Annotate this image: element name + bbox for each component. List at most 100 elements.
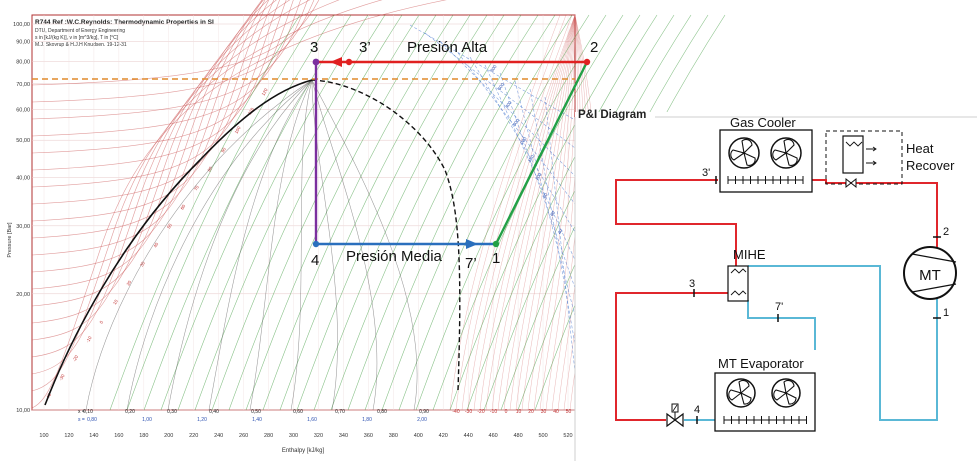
isotherm-vapor-curve — [521, 14, 576, 411]
x-tick-label: 140 — [89, 433, 98, 439]
isotherm-vapor-curve — [479, 14, 576, 411]
quality-line — [126, 79, 313, 411]
x-tick-label: 200 — [164, 433, 173, 439]
ph-isochores: 800600400300200150100806040 — [409, 24, 576, 373]
isotherm-curve — [31, 0, 270, 222]
isentrope-line — [466, 14, 658, 411]
temperature-tick-label: 30 — [541, 409, 547, 415]
mt-compressor-line-top — [911, 253, 957, 263]
pipe-gascooler-to-hr — [812, 179, 850, 184]
temperature-tick-label: 0 — [505, 409, 508, 415]
x-tick-label: 240 — [214, 433, 223, 439]
point-label-7prime: 7’ — [465, 255, 477, 272]
evaporator-fan-left-icon — [726, 378, 756, 408]
isotherm-vapor-curve — [491, 14, 576, 411]
heat-recover-arrows-icon — [866, 146, 877, 166]
isotherm-label: -10 — [85, 335, 93, 344]
x-tick-label: 340 — [339, 433, 348, 439]
evaporator-fan-right-icon — [771, 378, 801, 408]
isentrope-line — [364, 14, 556, 411]
ph-chart: R744 Ref :W.C.Reynolds: Thermodynamic Pr… — [7, 0, 726, 454]
isochore-line — [454, 48, 576, 205]
isotherm-label: 20 — [126, 279, 133, 286]
isotherm-vapor-curve — [473, 14, 576, 411]
isotherm-label: 40 — [153, 241, 160, 248]
quality-line — [167, 79, 313, 411]
isotherm-curve — [31, 0, 266, 239]
entropy-tick-label: 1,60 — [307, 417, 317, 423]
compression-line — [494, 61, 589, 245]
quality-line — [208, 79, 313, 411]
pipe-mihe-to-evap — [615, 292, 728, 421]
isentrope-line — [398, 14, 590, 411]
ph-chart-header: R744 Ref :W.C.Reynolds: Thermodynamic Pr… — [35, 19, 214, 48]
isotherm-curve — [31, 0, 294, 154]
x-tick-label: 260 — [239, 433, 248, 439]
state-point-4 — [312, 240, 320, 248]
x-tick-label: 400 — [414, 433, 423, 439]
isotherm-curve — [31, 0, 383, 392]
x-tick-label: 160 — [114, 433, 123, 439]
medium-pressure-label: Presión Media — [346, 248, 443, 265]
state-point-2 — [583, 58, 591, 66]
pid-node-1: 1 — [943, 307, 949, 319]
mt-compressor: MT — [903, 246, 957, 300]
y-tick-label: 100,00 — [13, 22, 30, 28]
isotherm-label: 100 — [234, 125, 242, 134]
isotherm-curve — [31, 0, 448, 409]
isentrope-line — [160, 14, 352, 411]
heat-recover-exchanger — [842, 135, 864, 174]
x-tick-label: 280 — [264, 433, 273, 439]
gas-cooler-fins — [727, 176, 804, 184]
ph-quality-lines — [85, 79, 418, 411]
point-label-3: 3 — [310, 39, 318, 56]
isentrope-line — [313, 14, 505, 411]
y-tick-label: 70,00 — [16, 82, 30, 88]
high-pressure-label: Presión Alta — [407, 39, 488, 56]
heat-recover: Heat Recover — [825, 130, 955, 189]
pid-title: P&I Diagram — [578, 109, 646, 121]
isentrope-line — [330, 14, 522, 411]
x-tick-label: 360 — [364, 433, 373, 439]
mihe: MIHE — [727, 247, 766, 302]
isochore-line — [499, 72, 576, 289]
x-tick-label: 380 — [389, 433, 398, 439]
isochore-label: 60 — [549, 210, 556, 217]
isochore-line — [514, 80, 576, 317]
y-tick-label: 50,00 — [16, 138, 30, 144]
ph-chart-header-line-3: s in [kJ/(kg K)], v in [m^3/kg], T in [°… — [35, 35, 119, 41]
pid-node-7prime: 7' — [775, 301, 783, 313]
heat-recover-label-line-1: Heat — [906, 141, 934, 156]
isotherm-vapor-curve — [449, 14, 561, 411]
isotherm-curve — [31, 0, 263, 273]
temperature-tick-label: 10 — [516, 409, 522, 415]
pid-node-2: 2 — [943, 226, 949, 238]
pid-diagram: P&I Diagram 3' 2 1 3 7' 4 — [574, 109, 977, 461]
quality-line — [249, 79, 313, 411]
heat-recover-dashed-box — [825, 130, 903, 185]
isotherm-curve — [31, 0, 301, 137]
quality-tick-label: 0,20 — [125, 409, 135, 415]
isochore-label: 150 — [527, 154, 536, 163]
x-tick-label: 320 — [314, 433, 323, 439]
quality-tick-label: 0,10 — [83, 409, 93, 415]
gas-cooler: Gas Cooler — [719, 115, 813, 193]
gas-cooler-label: Gas Cooler — [730, 115, 796, 130]
quality-tick-labels: 0,10 0,20 0,30 0,40 0,50 0,60 0,70 0,80 0,90 — [83, 409, 429, 415]
y-tick-label: 90,00 — [16, 40, 30, 46]
quality-line — [290, 79, 313, 411]
isotherm-curve — [31, 0, 264, 290]
isochore-label: 100 — [534, 172, 543, 181]
isotherm-vapor-curve — [515, 14, 576, 411]
point-label-1: 1 — [492, 250, 500, 267]
entropy-tick-label: 1,20 — [197, 417, 207, 423]
mt-evaporator: MT Evaporator — [714, 356, 816, 432]
isochore-line — [439, 40, 576, 177]
entropy-prefix: s = — [78, 417, 85, 423]
isotherm-vapor-curve — [455, 14, 567, 411]
quality-line — [311, 79, 418, 411]
isotherm-label: 70 — [193, 184, 200, 191]
evaporator-fins — [723, 416, 807, 424]
state-point-1 — [492, 240, 500, 248]
